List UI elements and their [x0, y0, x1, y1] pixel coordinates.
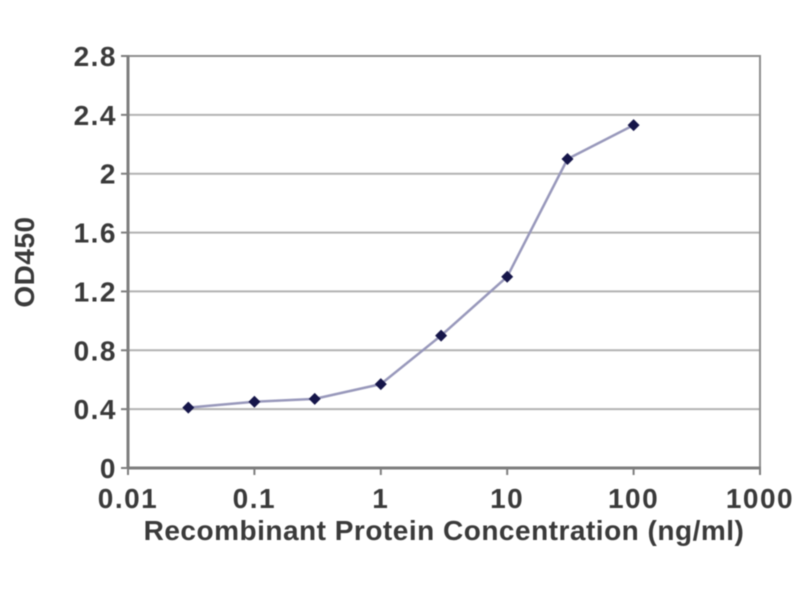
data-point-marker [561, 153, 574, 165]
gridline-layer [128, 113, 760, 411]
data-point-marker [182, 401, 195, 414]
y-axis-title: OD450 [9, 216, 40, 307]
y-tick-label: 1.6 [74, 218, 117, 249]
x-axis-title: Recombinant Protein Concentration (ng/ml… [144, 515, 745, 546]
x-tick-label: 100 [608, 483, 659, 514]
y-tick-label: 2 [100, 159, 117, 190]
y-tick-label: 0.4 [74, 394, 117, 425]
data-point-marker [501, 270, 514, 283]
x-tick-label: 0.01 [98, 483, 159, 514]
data-point-marker [308, 392, 321, 405]
x-tick-label: 1000 [726, 483, 794, 514]
data-point-marker [435, 329, 448, 342]
tick-label-layer: 0.01 0.1 1 10 100 1000 0 0.4 0.8 1.2 1.6 2 2.4 2.8 [74, 41, 794, 514]
x-tick-label: 0.1 [233, 483, 276, 514]
series-line [188, 124, 635, 409]
y-tick-label: 1.2 [74, 276, 117, 307]
data-point-marker [627, 119, 640, 132]
data-series-layer [182, 119, 640, 414]
y-tick-label: 2.8 [74, 41, 117, 72]
x-tick-label: 1 [372, 483, 389, 514]
tick-layer [121, 55, 761, 475]
plot-frame-layer [126, 55, 761, 470]
plot-area-border [127, 55, 761, 469]
y-tick-label: 0.8 [74, 335, 117, 366]
data-point-marker [248, 395, 261, 408]
y-tick-label: 2.4 [74, 100, 117, 131]
y-tick-label: 0 [100, 453, 117, 484]
data-point-marker [374, 378, 387, 391]
x-tick-label: 10 [490, 483, 524, 514]
